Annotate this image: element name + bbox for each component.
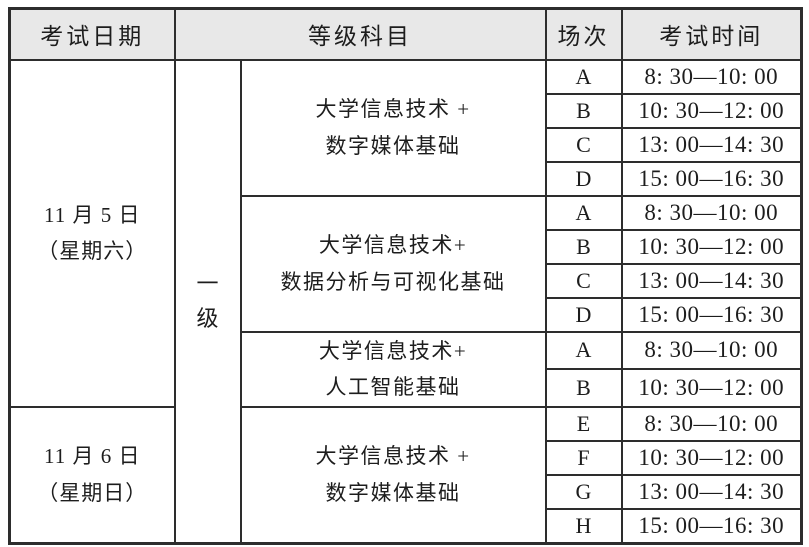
schedule-row: B 10: 30—12: 00 [10,92,803,129]
session-cell: C [544,262,623,299]
session-cell: E [544,406,623,442]
time-cell: 13: 00—14: 30 [620,262,803,299]
schedule-row: C 13: 00—14: 30 [10,262,803,299]
time-cell: 15: 00—16: 30 [620,160,803,197]
level-cell: 一级 [173,58,242,544]
schedule-row: G 13: 00—14: 30 [10,474,803,510]
time-cell: 13: 00—14: 30 [620,126,803,163]
subject-line-2: 人工智能基础 [325,375,461,400]
time-cell: 15: 00—16: 30 [620,296,803,333]
schedule-row: D 15: 00—16: 30 [10,160,803,197]
time-cell: 15: 00—16: 30 [620,508,803,544]
time-cell: 8: 30—10: 00 [620,406,803,442]
schedule-row: 11 月 5 日 （星期六） 一级 大学信息技术 + 数字媒体基础 A 8: 3… [8,58,803,544]
header-level-subject: 等级科目 [173,7,547,61]
subject-line-1: 大学信息技术+ [318,232,468,257]
date-line-2: （星期六） [37,239,148,264]
date-cell-nov6: 11 月 6 日 （星期日） [8,406,176,544]
time-cell: 8: 30—10: 00 [620,58,803,95]
session-cell: B [544,228,623,265]
time-cell: 13: 00—14: 30 [620,474,803,510]
session-cell: F [544,440,623,476]
subject-line-2: 数据分析与可视化基础 [280,269,506,294]
schedule-row: D 15: 00—16: 30 [10,296,803,333]
session-cell: B [544,368,623,408]
exam-schedule-table: 考试日期 等级科目 场次 考试时间 11 月 5 日 （星期六） 一级 大学信息… [8,7,803,545]
time-cell: 10: 30—12: 00 [620,368,803,408]
date-line-1: 11 月 5 日 [44,202,141,227]
session-cell: D [544,296,623,333]
header-exam-date: 考试日期 [8,7,176,61]
session-cell: A [544,194,623,231]
level-label: 一级 [196,270,219,331]
header-exam-time: 考试时间 [620,7,803,61]
time-cell: 8: 30—10: 00 [620,330,803,371]
session-cell: H [544,508,623,544]
table-header-row: 考试日期 等级科目 场次 考试时间 [8,7,803,61]
session-cell: G [544,474,623,510]
schedule-row: B 10: 30—12: 00 [10,368,803,408]
header-session: 场次 [544,7,623,61]
subject-line-1: 大学信息技术 + [315,444,471,468]
schedule-row: C 13: 00—14: 30 [10,126,803,163]
subject-line-1: 大学信息技术+ [318,338,468,363]
subject-line-2: 数字媒体基础 [325,480,461,505]
subject-cell-ai: 大学信息技术+ 人工智能基础 [239,330,547,408]
date-line-1: 11 月 6 日 [44,444,141,468]
time-cell: 10: 30—12: 00 [620,228,803,265]
date-cell-nov5: 11 月 5 日 （星期六） [8,58,176,408]
time-cell: 8: 30—10: 00 [620,194,803,231]
session-cell: B [544,92,623,129]
subject-line-2: 数字媒体基础 [325,133,461,158]
schedule-row: 大学信息技术+ 人工智能基础 A 8: 30—10: 00 [10,330,803,408]
schedule-row: B 10: 30—12: 00 [10,228,803,265]
subject-cell-data-analysis: 大学信息技术+ 数据分析与可视化基础 [239,194,547,333]
time-cell: 10: 30—12: 00 [620,440,803,476]
session-cell: D [544,160,623,197]
schedule-row: F 10: 30—12: 00 [10,440,803,476]
schedule-row: 大学信息技术+ 数据分析与可视化基础 A 8: 30—10: 00 [10,194,803,333]
subject-cell-digital-media-2: 大学信息技术 + 数字媒体基础 [239,406,547,544]
subject-line-1: 大学信息技术 + [315,96,471,121]
subject-cell-digital-media: 大学信息技术 + 数字媒体基础 [239,58,547,197]
date-line-2: （星期日） [37,480,148,505]
time-cell: 10: 30—12: 00 [620,92,803,129]
session-cell: A [544,58,623,95]
session-cell: A [544,330,623,371]
schedule-row: 11 月 6 日 （星期日） 大学信息技术 + 数字媒体基础 E 8: 30—1… [8,406,803,544]
session-cell: C [544,126,623,163]
